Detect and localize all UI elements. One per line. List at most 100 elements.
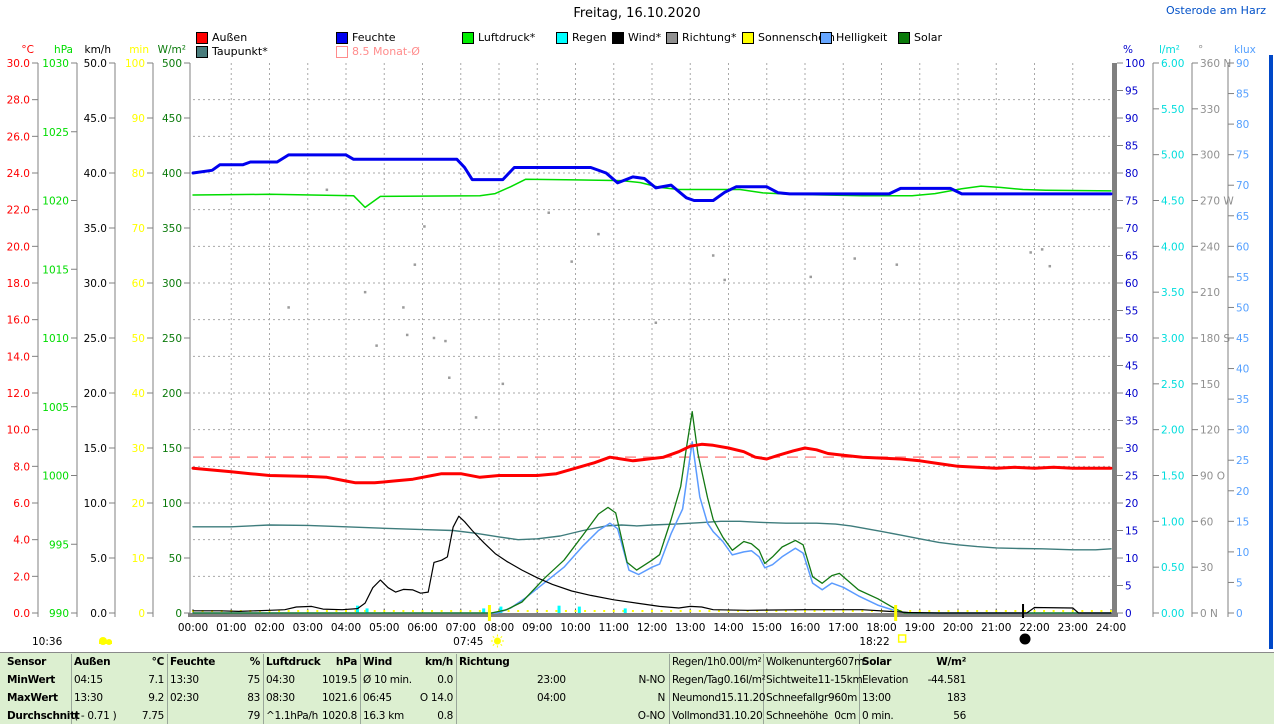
svg-text:20: 20 <box>1125 498 1138 510</box>
svg-text:45: 45 <box>1236 333 1249 345</box>
svg-text:3.50: 3.50 <box>1161 287 1184 299</box>
table-cell-row: Schneefallgr 960m <box>766 692 858 704</box>
svg-text:0 N: 0 N <box>1200 608 1218 620</box>
svg-text:50.0: 50.0 <box>84 58 107 70</box>
regen-swatch <box>556 31 568 44</box>
table-cell-row: 23:00 N-NO <box>537 674 665 686</box>
sun-cloud-icon <box>99 637 112 645</box>
sunset-line <box>894 605 898 621</box>
svg-text:1020: 1020 <box>42 196 69 208</box>
svg-text:1005: 1005 <box>42 402 69 414</box>
svg-text:1.50: 1.50 <box>1161 471 1184 483</box>
station-name: Osterode am Harz <box>1166 4 1266 17</box>
table-cell-row: 16.3 km 0.8 <box>363 710 453 722</box>
table-row-headers: Sensor MinWert MaxWert Durchschnitt <box>2 653 80 724</box>
svg-text:15: 15 <box>1236 516 1249 528</box>
table-cell-row: Luftdruck hPa <box>266 656 357 668</box>
svg-text:4.0: 4.0 <box>13 535 30 547</box>
svg-text:450: 450 <box>162 113 182 125</box>
table-cell-row: Regen/Tag 0.16l/m² <box>672 674 766 686</box>
legend-item-wind: Wind* <box>612 31 661 44</box>
svg-text:8.0: 8.0 <box>13 461 30 473</box>
table-cell-row: Neumond 15.11.20 <box>672 692 766 704</box>
svg-text:30: 30 <box>1236 425 1249 437</box>
svg-text:300: 300 <box>1200 150 1220 162</box>
legend-label: Helligkeit <box>836 31 888 44</box>
svg-text:25: 25 <box>1236 455 1249 467</box>
svg-text:08:00: 08:00 <box>484 622 514 634</box>
table-col-regen: Regen/1h 0.00l/m² Regen/Tag 0.16l/m² Neumond… <box>672 653 766 724</box>
svg-text:55: 55 <box>1236 272 1249 284</box>
table-cell-row: Feuchte% <box>170 656 260 668</box>
svg-text:20: 20 <box>132 498 145 510</box>
svg-text:90: 90 <box>132 113 145 125</box>
sunrise-line <box>487 605 491 621</box>
svg-text:90 O: 90 O <box>1200 471 1225 483</box>
svg-text:200: 200 <box>162 388 182 400</box>
legend-item-taupunkt: Taupunkt* <box>196 45 268 58</box>
table-cell-row: Solar W/m² <box>862 656 966 668</box>
svg-text:°: ° <box>1198 44 1203 56</box>
svg-text:1000: 1000 <box>42 471 69 483</box>
svg-text:60: 60 <box>1200 516 1213 528</box>
svg-text:12.0: 12.0 <box>7 388 30 400</box>
svg-text:01:00: 01:00 <box>216 622 246 634</box>
bottom-left-time: 10:36 <box>32 636 63 648</box>
svg-text:16:00: 16:00 <box>790 622 820 634</box>
table-separator <box>763 654 764 724</box>
moon-tick <box>1022 604 1025 618</box>
lm2-axis: 6.00 5.50 5.00 4.50 4.00 3.50 3.00 2.50 2.00 1.50… <box>1152 44 1184 620</box>
svg-text:24.0: 24.0 <box>7 168 30 180</box>
svg-text:0.00: 0.00 <box>1161 608 1184 620</box>
legend-item-luftdruck: Luftdruck* <box>462 31 535 44</box>
legend-item-helligkeit: Helligkeit <box>820 31 887 44</box>
wind-swatch <box>612 31 624 44</box>
svg-text:100: 100 <box>162 498 182 510</box>
page-title: Freitag, 16.10.2020 <box>573 6 701 21</box>
legend-label: Feuchte <box>352 31 396 44</box>
rain-bars <box>355 605 627 613</box>
svg-text:07:00: 07:00 <box>446 622 476 634</box>
svg-text:30: 30 <box>132 443 145 455</box>
svg-text:0.50: 0.50 <box>1161 562 1184 574</box>
svg-text:10.0: 10.0 <box>7 425 30 437</box>
table-cell-row: Regen/1h 0.00l/m² <box>672 656 762 668</box>
svg-text:45: 45 <box>1125 361 1138 373</box>
svg-text:5: 5 <box>1125 581 1132 593</box>
sensor-summary-table: Sensor MinWert MaxWert Durchschnitt Außen °C 0… <box>0 652 1274 724</box>
svg-text:02:00: 02:00 <box>254 622 284 634</box>
svg-text:100: 100 <box>125 58 145 70</box>
table-separator <box>669 654 670 724</box>
svg-text:25.0: 25.0 <box>84 333 107 345</box>
svg-text:75: 75 <box>1236 150 1249 162</box>
legend-item-monat: 8.5 Monat-Ø <box>336 45 420 58</box>
svg-text:15:00: 15:00 <box>752 622 782 634</box>
svg-text:1.00: 1.00 <box>1161 516 1184 528</box>
grid-lines <box>193 63 1111 613</box>
svg-text:6.00: 6.00 <box>1161 58 1184 70</box>
svg-text:5.50: 5.50 <box>1161 104 1184 116</box>
svg-text:10: 10 <box>1236 547 1249 559</box>
kmh-axis: 50.0 45.0 40.0 35.0 30.0 25.0 20.0 15.0 10.0 5.0 0… <box>84 44 116 620</box>
svg-text:1025: 1025 <box>42 127 69 139</box>
svg-text:75: 75 <box>1125 196 1138 208</box>
table-cell-row: ( - 0.71 ) 7.75 <box>74 710 164 722</box>
svg-text:°C: °C <box>21 44 34 56</box>
table-cell-row: 13:30 75 <box>170 674 260 686</box>
table-col-luftdruck: Luftdruck hPa 04:30 1019.5 08:30 1021.6 ^1.1hP… <box>266 653 357 724</box>
legend-item-richtung: Richtung* <box>666 31 736 44</box>
svg-text:15.0: 15.0 <box>84 443 107 455</box>
solar-swatch <box>898 31 910 44</box>
chart-plot-area: 30.0 28.0 26.0 24.0 22.0 20.0 18.0 16.0 14.0 12.0… <box>7 44 1256 648</box>
sunset-time: 18:22 <box>859 636 889 648</box>
svg-text:min: min <box>129 44 149 56</box>
deg-axis: 360 N 330 300 270 W 240 210 180 S 150 120 90 O 60 3… <box>1191 44 1234 620</box>
svg-text:19:00: 19:00 <box>905 622 935 634</box>
table-cell-row: Elevation -44.581 <box>862 674 966 686</box>
svg-text:400: 400 <box>162 168 182 180</box>
svg-text:6.0: 6.0 <box>13 498 30 510</box>
svg-text:995: 995 <box>49 539 69 551</box>
svg-text:30: 30 <box>1200 562 1213 574</box>
svg-text:18:00: 18:00 <box>866 622 896 634</box>
svg-text:210: 210 <box>1200 287 1220 299</box>
